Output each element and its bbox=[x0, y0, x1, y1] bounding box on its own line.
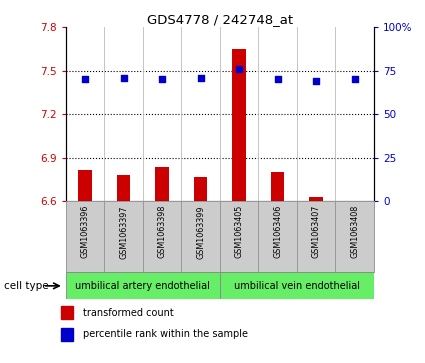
Point bbox=[197, 75, 204, 81]
FancyBboxPatch shape bbox=[220, 272, 374, 299]
Text: transformed count: transformed count bbox=[83, 308, 173, 318]
FancyBboxPatch shape bbox=[335, 201, 374, 272]
Bar bbox=[117, 175, 130, 201]
FancyBboxPatch shape bbox=[66, 201, 105, 272]
Bar bbox=[78, 170, 92, 201]
FancyBboxPatch shape bbox=[143, 201, 181, 272]
Bar bbox=[271, 172, 284, 201]
Text: GSM1063398: GSM1063398 bbox=[158, 205, 167, 258]
Title: GDS4778 / 242748_at: GDS4778 / 242748_at bbox=[147, 13, 293, 26]
Point bbox=[120, 75, 127, 81]
Point bbox=[159, 77, 166, 82]
Text: GSM1063397: GSM1063397 bbox=[119, 205, 128, 258]
Bar bbox=[60, 328, 73, 341]
Point bbox=[82, 77, 88, 82]
Text: GSM1063408: GSM1063408 bbox=[350, 205, 359, 258]
Point bbox=[236, 66, 243, 72]
Bar bbox=[194, 177, 207, 201]
Text: umbilical vein endothelial: umbilical vein endothelial bbox=[234, 281, 360, 291]
Bar bbox=[156, 167, 169, 201]
Bar bbox=[232, 49, 246, 201]
Text: GSM1063406: GSM1063406 bbox=[273, 205, 282, 258]
FancyBboxPatch shape bbox=[181, 201, 220, 272]
Text: percentile rank within the sample: percentile rank within the sample bbox=[83, 329, 248, 339]
FancyBboxPatch shape bbox=[66, 272, 220, 299]
Text: GSM1063399: GSM1063399 bbox=[196, 205, 205, 258]
Bar bbox=[60, 306, 73, 319]
Text: GSM1063396: GSM1063396 bbox=[81, 205, 90, 258]
FancyBboxPatch shape bbox=[258, 201, 297, 272]
Text: GSM1063407: GSM1063407 bbox=[312, 205, 321, 258]
Bar bbox=[309, 197, 323, 201]
Point bbox=[274, 77, 281, 82]
Point bbox=[351, 77, 358, 82]
FancyBboxPatch shape bbox=[297, 201, 335, 272]
Text: cell type: cell type bbox=[4, 281, 49, 291]
Text: umbilical artery endothelial: umbilical artery endothelial bbox=[76, 281, 210, 291]
FancyBboxPatch shape bbox=[105, 201, 143, 272]
FancyBboxPatch shape bbox=[220, 201, 258, 272]
Point bbox=[313, 78, 320, 84]
Text: GSM1063405: GSM1063405 bbox=[235, 205, 244, 258]
